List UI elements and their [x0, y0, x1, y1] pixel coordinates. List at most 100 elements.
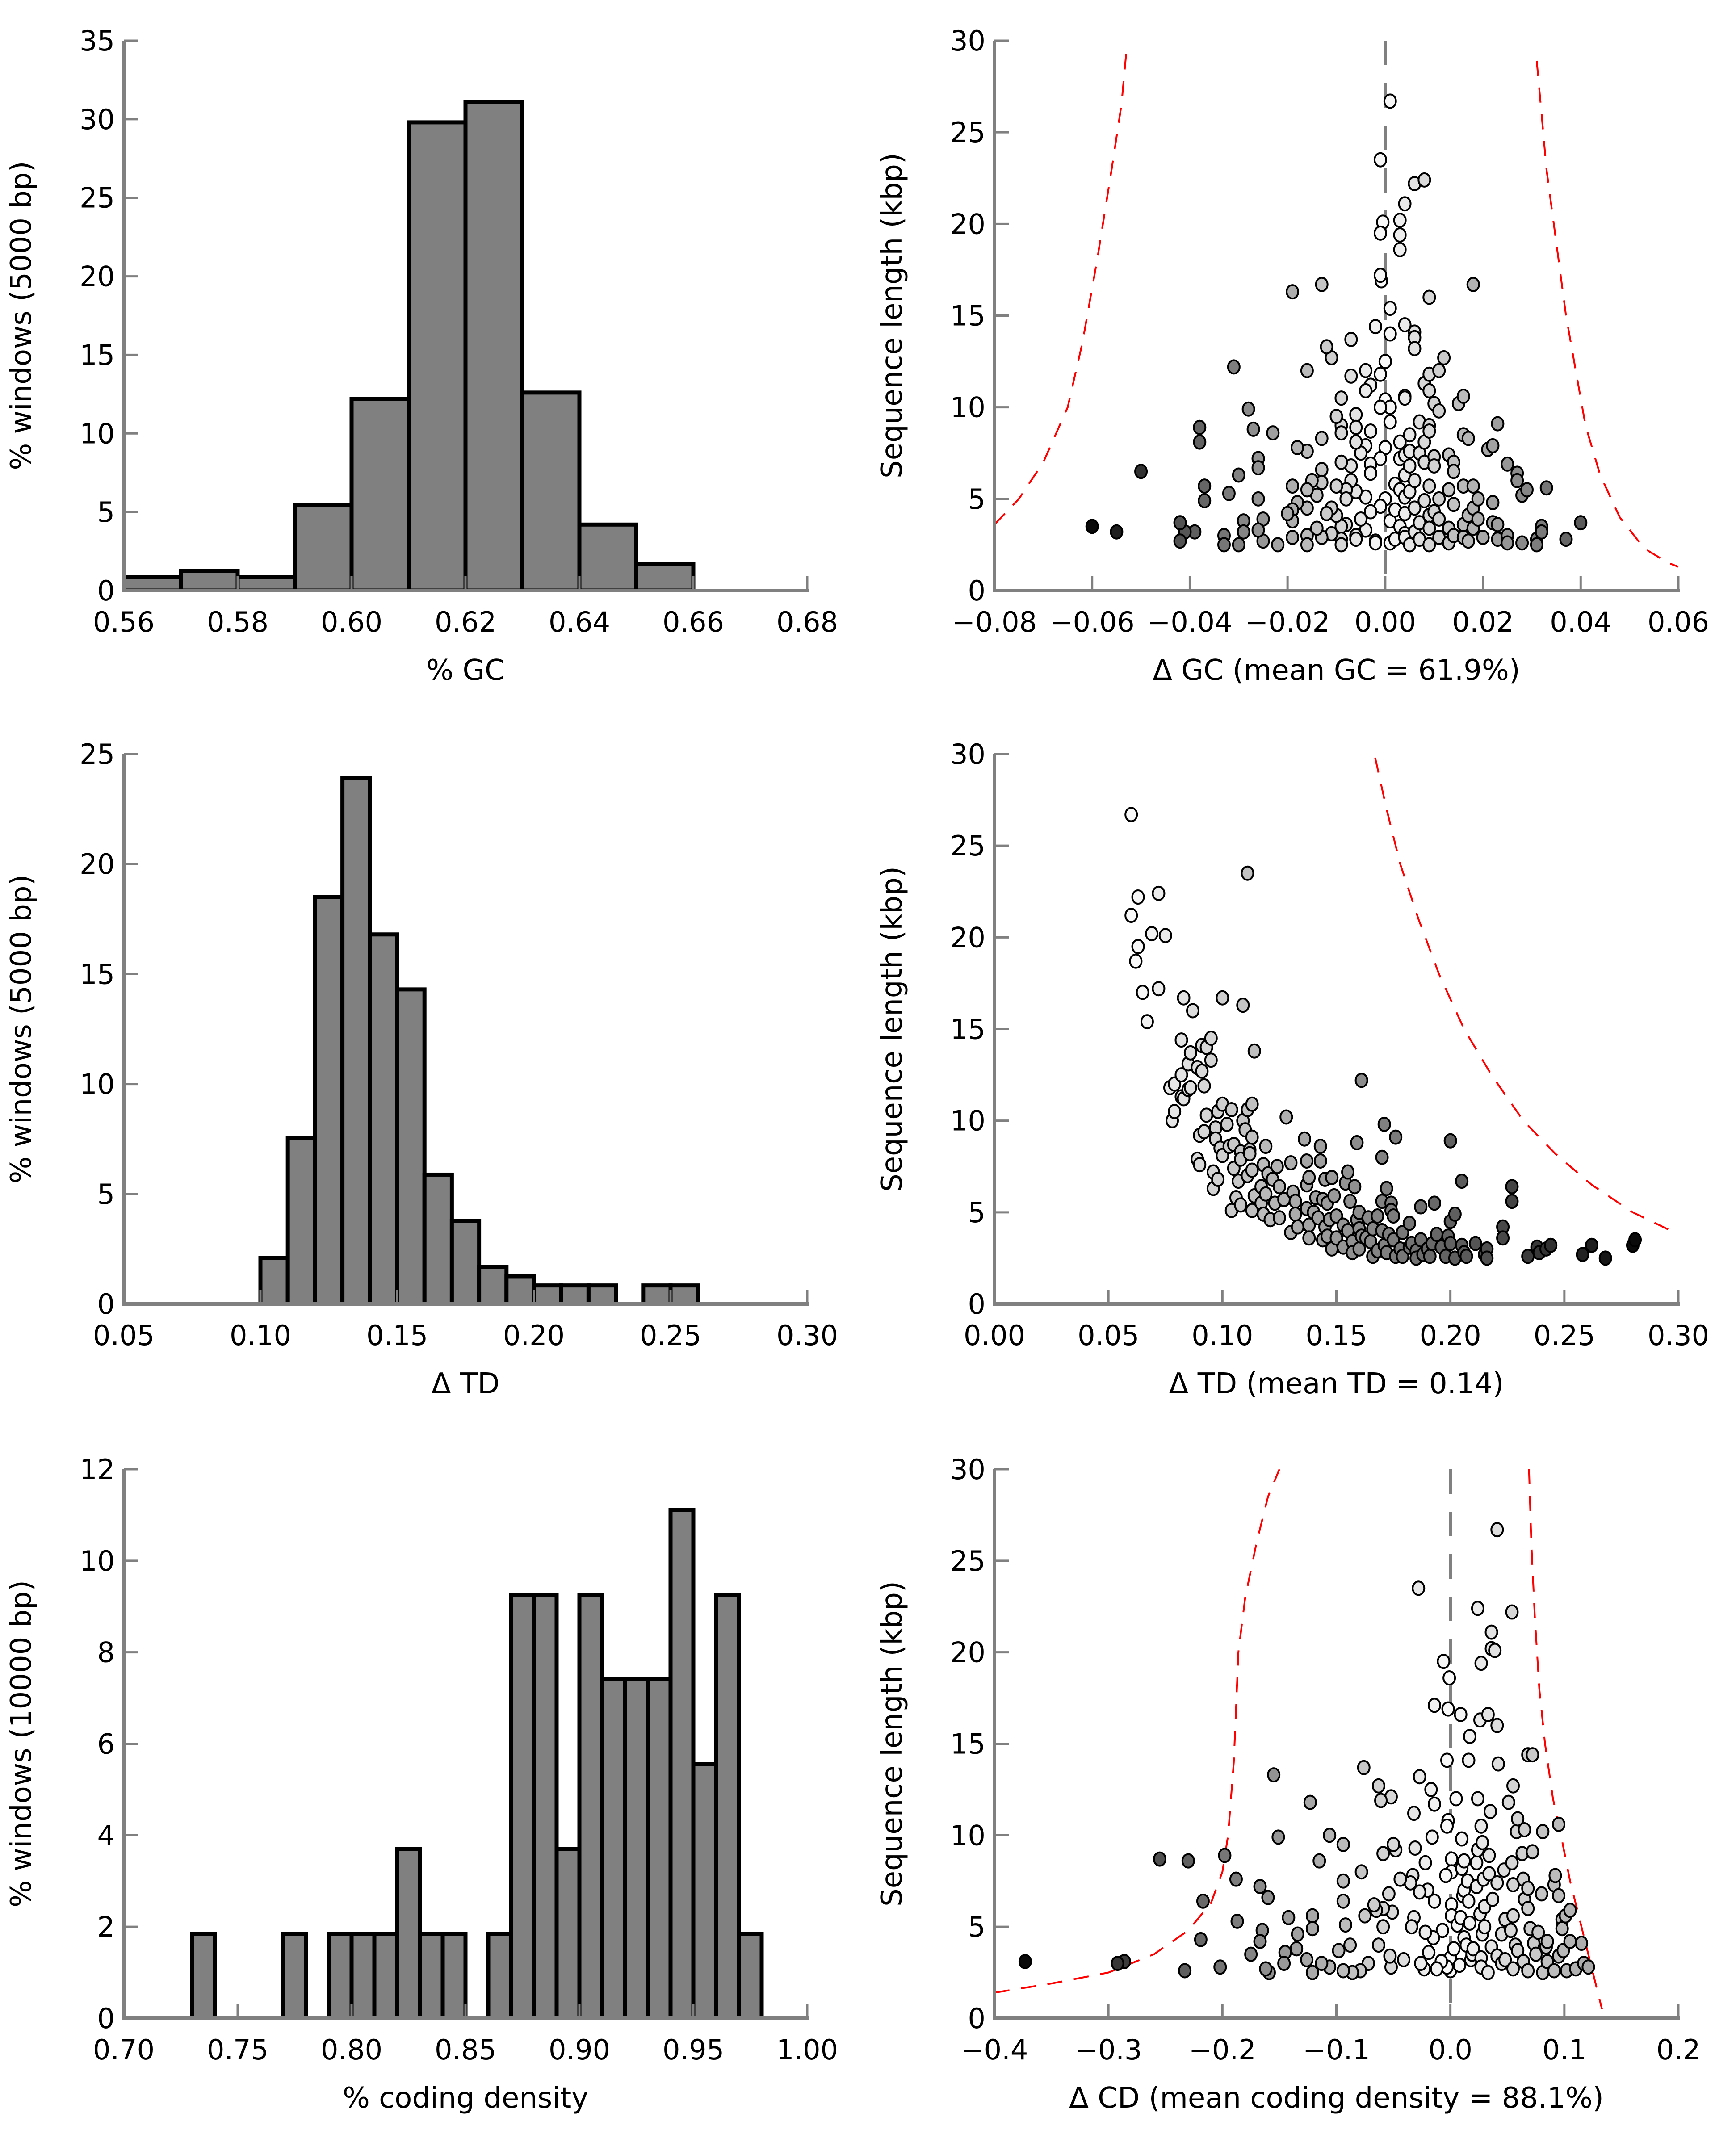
- scatter-point: [1218, 1848, 1232, 1863]
- scatter-point: [1245, 1162, 1259, 1178]
- scatter-point: [1422, 289, 1436, 305]
- scatter-point: [1313, 1139, 1327, 1154]
- scatter-point: [1279, 1109, 1293, 1125]
- scatter-point: [1403, 458, 1417, 474]
- scatter-point: [1496, 1230, 1510, 1246]
- scatter-point: [1259, 1139, 1273, 1154]
- scatter-point: [1181, 1853, 1195, 1869]
- scatter-point: [1251, 491, 1265, 507]
- histogram-bar: [313, 895, 345, 1305]
- histogram-bar: [395, 987, 427, 1305]
- scatter-point: [1510, 473, 1524, 488]
- histogram-bar: [235, 575, 297, 591]
- scatter-point: [1334, 390, 1348, 406]
- y-tick-label: 20: [80, 260, 115, 293]
- histogram-bar: [190, 1932, 217, 2019]
- scatter-point: [1349, 419, 1363, 435]
- scatter-point: [1441, 1701, 1455, 1717]
- scatter-point: [1358, 1908, 1372, 1924]
- y-tick-label: 15: [950, 1728, 985, 1761]
- scatter-point: [1466, 478, 1480, 494]
- scatter-point: [1134, 464, 1148, 479]
- scatter-point: [1371, 1208, 1384, 1224]
- scatter-point: [1498, 1952, 1512, 1967]
- x-tick-label: 0.90: [549, 2033, 610, 2066]
- y-tick-label: 6: [97, 1728, 115, 1761]
- y-axis-label: Sequence length (kbp): [876, 866, 909, 1192]
- boundary-curve-right: [1528, 1469, 1603, 2009]
- x-tick-label: 0.58: [207, 606, 268, 638]
- x-tick-label: 0.00: [964, 1319, 1025, 1352]
- scatter-point: [1332, 1943, 1346, 1958]
- td-histogram-panel: 0 5 10 15 20 25 0.05 0.10 0.15 0.20 0.25 0.30 Δ TD % …: [5, 738, 838, 1400]
- scatter-point: [1227, 359, 1241, 375]
- scatter-point: [1393, 242, 1407, 257]
- scatter-point: [1253, 1933, 1267, 1949]
- scatter-point: [1344, 331, 1358, 347]
- scatter-point: [1329, 409, 1343, 424]
- scatter-point: [1251, 522, 1265, 538]
- scatter-point: [1237, 524, 1250, 540]
- x-tick-label: 0.60: [321, 606, 382, 638]
- scatter-point: [1471, 1601, 1484, 1616]
- x-tick-label: 0.66: [663, 606, 724, 638]
- scatter-point: [1305, 1908, 1319, 1924]
- scatter-point: [1501, 535, 1514, 551]
- histogram-bar: [509, 1593, 536, 2019]
- scatter-point: [1422, 478, 1436, 494]
- scatter-point: [1193, 419, 1207, 435]
- scatter-point: [1387, 1836, 1401, 1852]
- scatter-point: [1437, 1654, 1451, 1669]
- scatter-point: [1575, 1936, 1589, 1951]
- scatter-point: [1281, 506, 1295, 521]
- scatter-point: [1505, 1179, 1519, 1195]
- scatter-point: [1403, 427, 1417, 443]
- scatter-point: [1418, 1924, 1432, 1940]
- scatter-point: [1085, 519, 1099, 534]
- scatter-point: [1462, 1752, 1476, 1768]
- scatter-point: [1334, 454, 1348, 470]
- scatter-point: [1563, 1933, 1577, 1949]
- histogram-bar: [422, 1172, 454, 1305]
- scatter-point: [1348, 1179, 1362, 1195]
- scatter-point: [1177, 990, 1191, 1006]
- scatter-point: [1211, 1171, 1225, 1187]
- scatter-point: [1183, 1080, 1197, 1095]
- histogram-bar: [577, 522, 638, 591]
- y-tick-label: 25: [950, 830, 985, 862]
- scatter-point: [1291, 1219, 1304, 1235]
- y-tick-label: 30: [950, 738, 985, 771]
- scatter-point: [1195, 1063, 1209, 1079]
- boundary-curve-right: [1374, 757, 1679, 1235]
- scatter-point: [1445, 1851, 1459, 1867]
- scatter-point: [1432, 491, 1446, 507]
- histogram-bar: [349, 1932, 377, 2019]
- y-tick-label: 25: [80, 738, 115, 771]
- x-tick-label: −0.2: [1189, 2033, 1256, 2066]
- scatter-point: [1193, 1157, 1207, 1173]
- scatter-point: [1336, 1836, 1350, 1852]
- scatter-point: [1217, 537, 1231, 553]
- scatter-point: [1110, 524, 1124, 540]
- scatter-point: [1354, 511, 1368, 527]
- scatter-point: [1439, 1868, 1453, 1883]
- histogram-bar: [714, 1593, 741, 2019]
- scatter-point: [1357, 1760, 1371, 1775]
- scatter-point: [1427, 1893, 1441, 1909]
- scatter-point: [1491, 1756, 1505, 1772]
- y-tick-label: 12: [80, 1453, 115, 1486]
- scatter-point: [1422, 423, 1436, 439]
- x-tick-label: 0.15: [366, 1319, 428, 1352]
- x-tick-label: 0.04: [1550, 606, 1611, 638]
- scatter-point: [1447, 464, 1460, 479]
- scatter-point: [1145, 926, 1159, 942]
- scatter-point: [1199, 1107, 1213, 1123]
- scatter-point: [1271, 537, 1285, 553]
- scatter-point: [1359, 363, 1373, 378]
- x-tick-label: 0.10: [230, 1319, 291, 1352]
- scatter-point: [1243, 1146, 1257, 1161]
- scatter-point: [1286, 530, 1300, 545]
- histogram-bar: [646, 1677, 673, 2019]
- y-axis-label: % windows (10000 bp): [5, 1580, 38, 1907]
- scatter-point: [1259, 1961, 1273, 1977]
